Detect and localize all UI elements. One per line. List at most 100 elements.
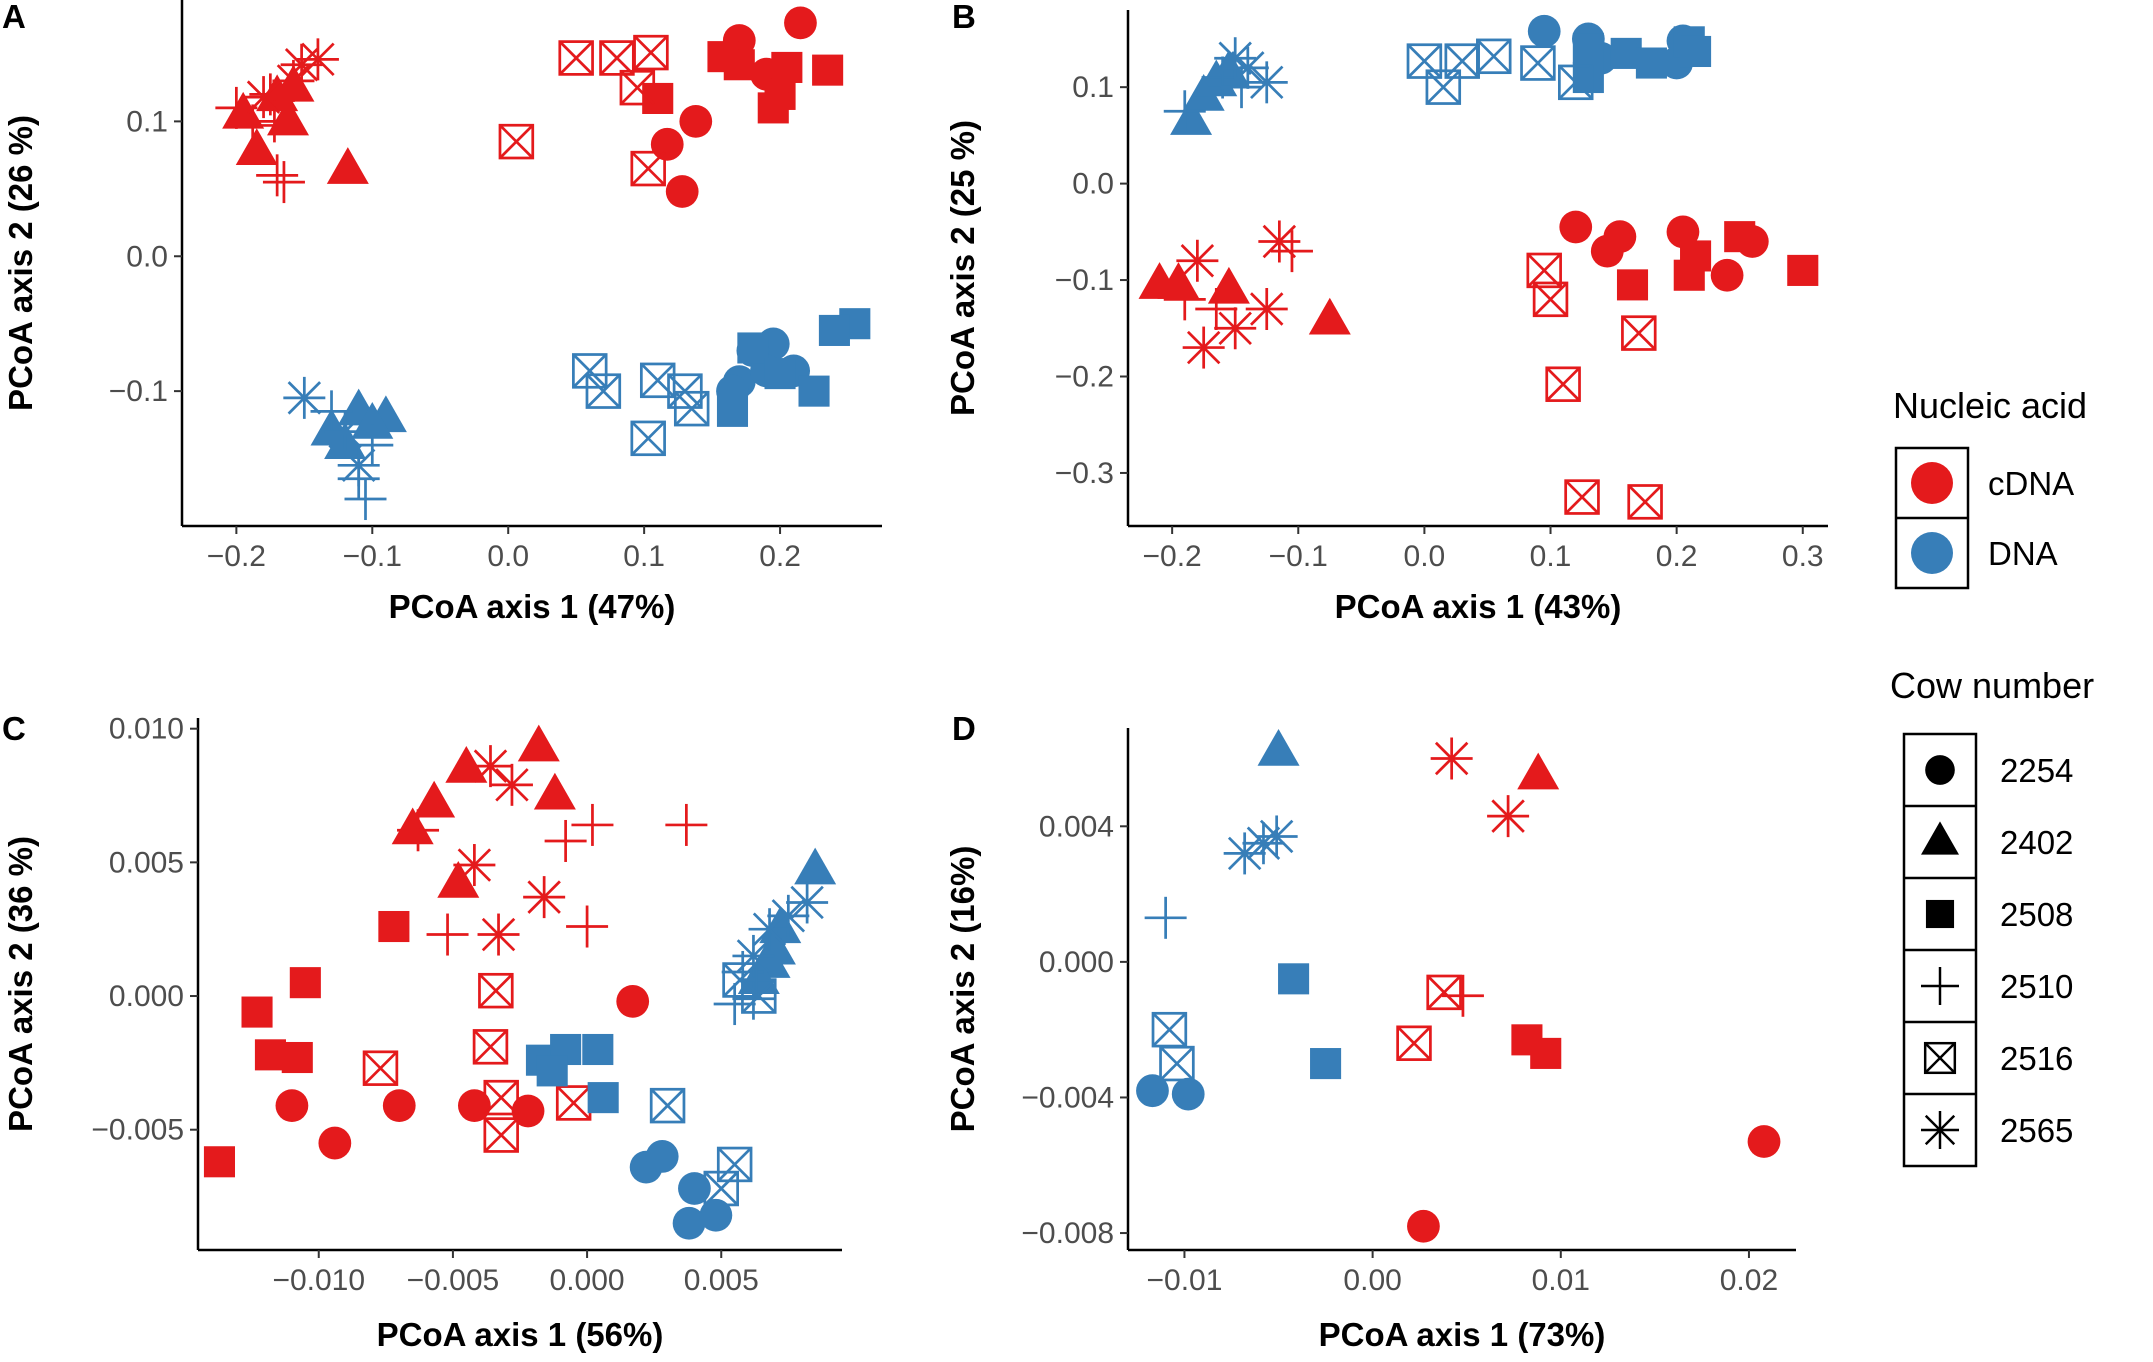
point-cdna-star (490, 763, 533, 806)
legend-label-cow: 2402 (2000, 824, 2073, 861)
x-tick-label: −0.01 (1146, 1264, 1222, 1297)
point-cdna-circle (650, 127, 684, 161)
point-cdna-boxx (1564, 479, 1600, 515)
point-cdna-triangle (413, 780, 456, 818)
y-tick-label: −0.1 (109, 375, 168, 408)
point-cdna-star (469, 745, 512, 788)
point-cdna-circle (275, 1089, 309, 1123)
point-cdna-circle (318, 1126, 352, 1160)
point-dna-triangle (1170, 98, 1213, 135)
point-cdna-plus (1163, 278, 1206, 321)
panel-letter: D (952, 710, 976, 747)
point-cdna-circle (1407, 1209, 1440, 1243)
legend-cow-title: Cow number (1890, 665, 2094, 706)
point-cdna-triangle (1157, 262, 1200, 299)
point-cdna-circle (665, 175, 699, 208)
point-cdna-boxx (472, 1029, 509, 1065)
y-tick-label: −0.2 (1055, 361, 1114, 394)
y-axis-title: PCoA axis 2 (36 %) (2, 836, 39, 1132)
point-dna-boxx (649, 1087, 686, 1124)
point-cdna-star (1258, 220, 1301, 263)
x-tick-label: 0.1 (623, 540, 665, 573)
legend-key-star (1921, 1111, 1959, 1149)
legend-key-plus (1921, 967, 1959, 1005)
point-cdna-star (1245, 287, 1288, 330)
point-dna-circle (699, 1198, 733, 1232)
y-tick-label: −0.3 (1055, 457, 1114, 490)
point-dna-square (1680, 35, 1712, 68)
point-cdna-circle (1747, 1125, 1781, 1158)
point-cdna-plus (215, 86, 258, 129)
point-dna-square (764, 358, 796, 390)
panel-c: −0.010 −0.005 0.000 0.005 −0.005 0.000 0.005 0.… (2, 710, 842, 1353)
point-cdna-boxx (619, 69, 656, 106)
point-cdna-boxx (555, 1085, 592, 1121)
legend-key-triangle (1921, 821, 1959, 855)
legend-key-cdna (1911, 462, 1953, 504)
point-dna-circle (1136, 1074, 1169, 1108)
y-tick-label: 0.000 (1039, 946, 1114, 979)
y-tick-label: −0.008 (1021, 1217, 1114, 1250)
point-cdna-circle (679, 105, 713, 138)
x-tick-label: 0.0 (487, 540, 529, 573)
point-cdna-star (453, 844, 496, 887)
legend-label-cow: 2565 (2000, 1112, 2073, 1149)
point-cdna-triangle (326, 147, 369, 184)
point-cdna-square (1724, 221, 1756, 253)
point-cdna-triangle (517, 724, 560, 762)
point-dna-circle (678, 1172, 711, 1205)
point-cdna-plus (544, 819, 587, 862)
data-points (203, 724, 837, 1240)
point-dna-star (732, 934, 775, 977)
y-tick-label: 0.005 (109, 846, 184, 879)
point-cdna-boxx (558, 40, 594, 76)
point-dna-star (786, 881, 829, 924)
point-dna-star (748, 908, 791, 951)
point-cdna-plus (571, 803, 614, 846)
y-tick-label: −0.1 (1055, 264, 1114, 297)
point-cdna-boxx (633, 34, 669, 71)
point-cdna-boxx (1526, 252, 1562, 289)
x-tick-label: −0.1 (1269, 540, 1328, 573)
point-cdna-triangle (1308, 297, 1351, 335)
point-cdna-square (254, 1039, 286, 1071)
x-tick-label: −0.1 (343, 540, 402, 573)
y-tick-label: 0.1 (1072, 71, 1114, 104)
y-axis-title: PCoA axis 2 (25 %) (944, 120, 981, 416)
point-dna-plus (1144, 896, 1187, 939)
point-cdna-triangle (445, 746, 488, 783)
legend-key-dna (1911, 532, 1953, 574)
point-cdna-circle (382, 1089, 416, 1123)
x-tick-label: 0.02 (1720, 1264, 1778, 1297)
point-cdna-triangle (1207, 266, 1250, 304)
point-dna-boxx (1406, 43, 1443, 79)
point-dna-star (1214, 37, 1257, 80)
point-dna-star (1242, 822, 1285, 865)
point-cdna-triangle (533, 772, 576, 810)
legend-label-dna: DNA (1988, 535, 2058, 572)
x-tick-label: 0.3 (1782, 540, 1824, 573)
point-dna-boxx (1151, 1011, 1188, 1048)
point-dna-square (737, 332, 769, 364)
point-cdna-circle (1590, 234, 1624, 268)
point-dna-plus (344, 478, 387, 521)
x-tick-label: −0.005 (407, 1264, 500, 1297)
point-cdna-boxx (1426, 974, 1462, 1011)
point-cdna-star (1176, 239, 1219, 282)
y-tick-label: 0.0 (126, 240, 168, 273)
point-cdna-boxx (599, 40, 635, 76)
point-cdna-star (1487, 795, 1530, 838)
point-dna-boxx (1444, 43, 1480, 79)
point-dna-boxx (1476, 38, 1512, 75)
panel-d: −0.01 0.00 0.01 0.02 −0.008 −0.004 0.000 0.004 P… (944, 710, 1796, 1353)
point-cdna-triangle (235, 128, 278, 166)
point-cdna-boxx (1545, 366, 1581, 402)
point-cdna-plus (665, 803, 708, 846)
point-dna-triangle (794, 847, 837, 885)
point-cdna-boxx (1621, 315, 1657, 351)
point-dna-star (1255, 815, 1298, 858)
x-tick-label: −0.010 (272, 1264, 365, 1297)
y-axis-title: PCoA axis 2 (26 %) (2, 115, 39, 411)
point-cdna-boxx (1532, 281, 1569, 318)
y-tick-label: −0.004 (1021, 1081, 1114, 1114)
